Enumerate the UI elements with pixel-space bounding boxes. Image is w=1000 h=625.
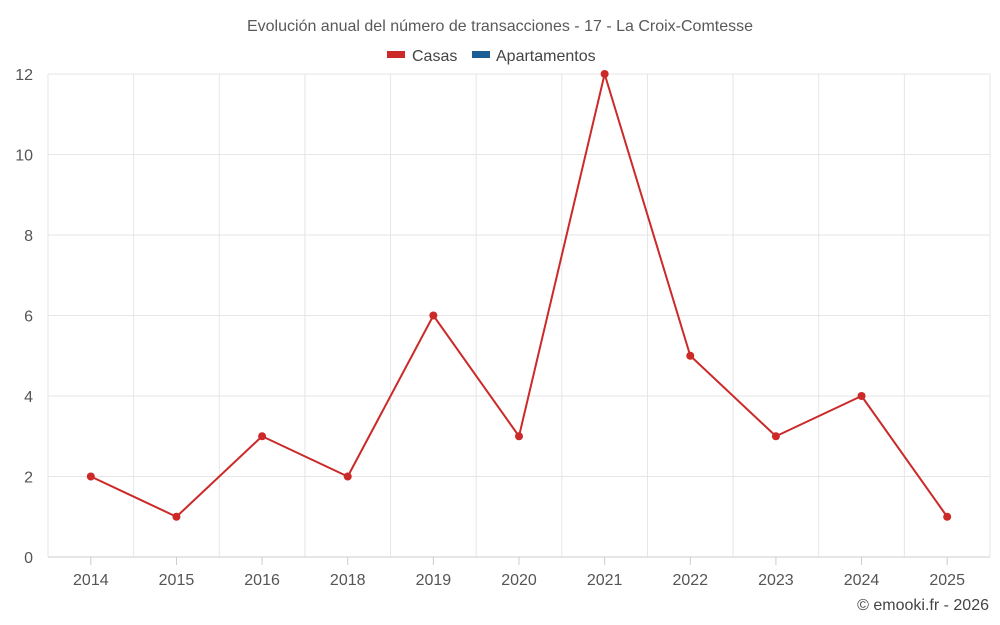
y-tick-label: 4: [24, 389, 33, 406]
legend-label-casas: Casas: [412, 48, 457, 65]
legend-label-apartamentos: Apartamentos: [496, 48, 596, 65]
x-tick-label: 2021: [587, 572, 623, 589]
x-tick-label: 2025: [929, 572, 965, 589]
x-tick-label: 2020: [501, 572, 537, 589]
y-tick-label: 8: [24, 228, 33, 245]
chart-title: Evolución anual del número de transaccio…: [247, 18, 753, 35]
x-axis-ticks: 2014 2015 2016 2018 2019 2020 2021 2022 2023 2024…: [73, 557, 965, 589]
series-casas: [86, 70, 952, 521]
x-tick-label: 2016: [244, 572, 280, 589]
y-tick-label: 2: [24, 470, 33, 487]
x-tick-label: 2022: [672, 572, 708, 589]
x-tick-label: 2019: [416, 572, 452, 589]
grid: [47, 73, 991, 558]
data-point[interactable]: [600, 70, 609, 78]
x-tick-label: 2014: [73, 572, 109, 589]
y-tick-label: 10: [15, 148, 33, 165]
data-point[interactable]: [943, 512, 952, 521]
legend-swatch-casas: [387, 51, 405, 58]
x-tick-label: 2018: [330, 572, 366, 589]
credit-text: © emooki.fr - 2026: [857, 597, 989, 614]
data-point[interactable]: [771, 432, 780, 441]
legend-item-casas[interactable]: Casas: [387, 48, 457, 65]
data-point[interactable]: [686, 351, 695, 360]
data-point[interactable]: [172, 512, 181, 521]
data-point[interactable]: [857, 392, 866, 400]
data-point[interactable]: [429, 311, 438, 320]
data-point[interactable]: [343, 472, 352, 481]
y-tick-label: 12: [15, 67, 33, 84]
x-tick-label: 2024: [844, 572, 880, 589]
x-tick-label: 2015: [159, 572, 195, 589]
legend: Casas Apartamentos: [387, 48, 596, 65]
data-point[interactable]: [86, 472, 95, 481]
y-axis-ticks: 0 2 4 6 8 10 12: [15, 67, 33, 567]
legend-item-apartamentos[interactable]: Apartamentos: [472, 48, 596, 65]
x-tick-label: 2023: [758, 572, 794, 589]
legend-swatch-apartamentos: [472, 51, 490, 58]
y-tick-label: 0: [24, 550, 33, 567]
data-point[interactable]: [258, 432, 267, 441]
y-tick-label: 6: [24, 309, 33, 326]
data-point[interactable]: [515, 432, 523, 441]
